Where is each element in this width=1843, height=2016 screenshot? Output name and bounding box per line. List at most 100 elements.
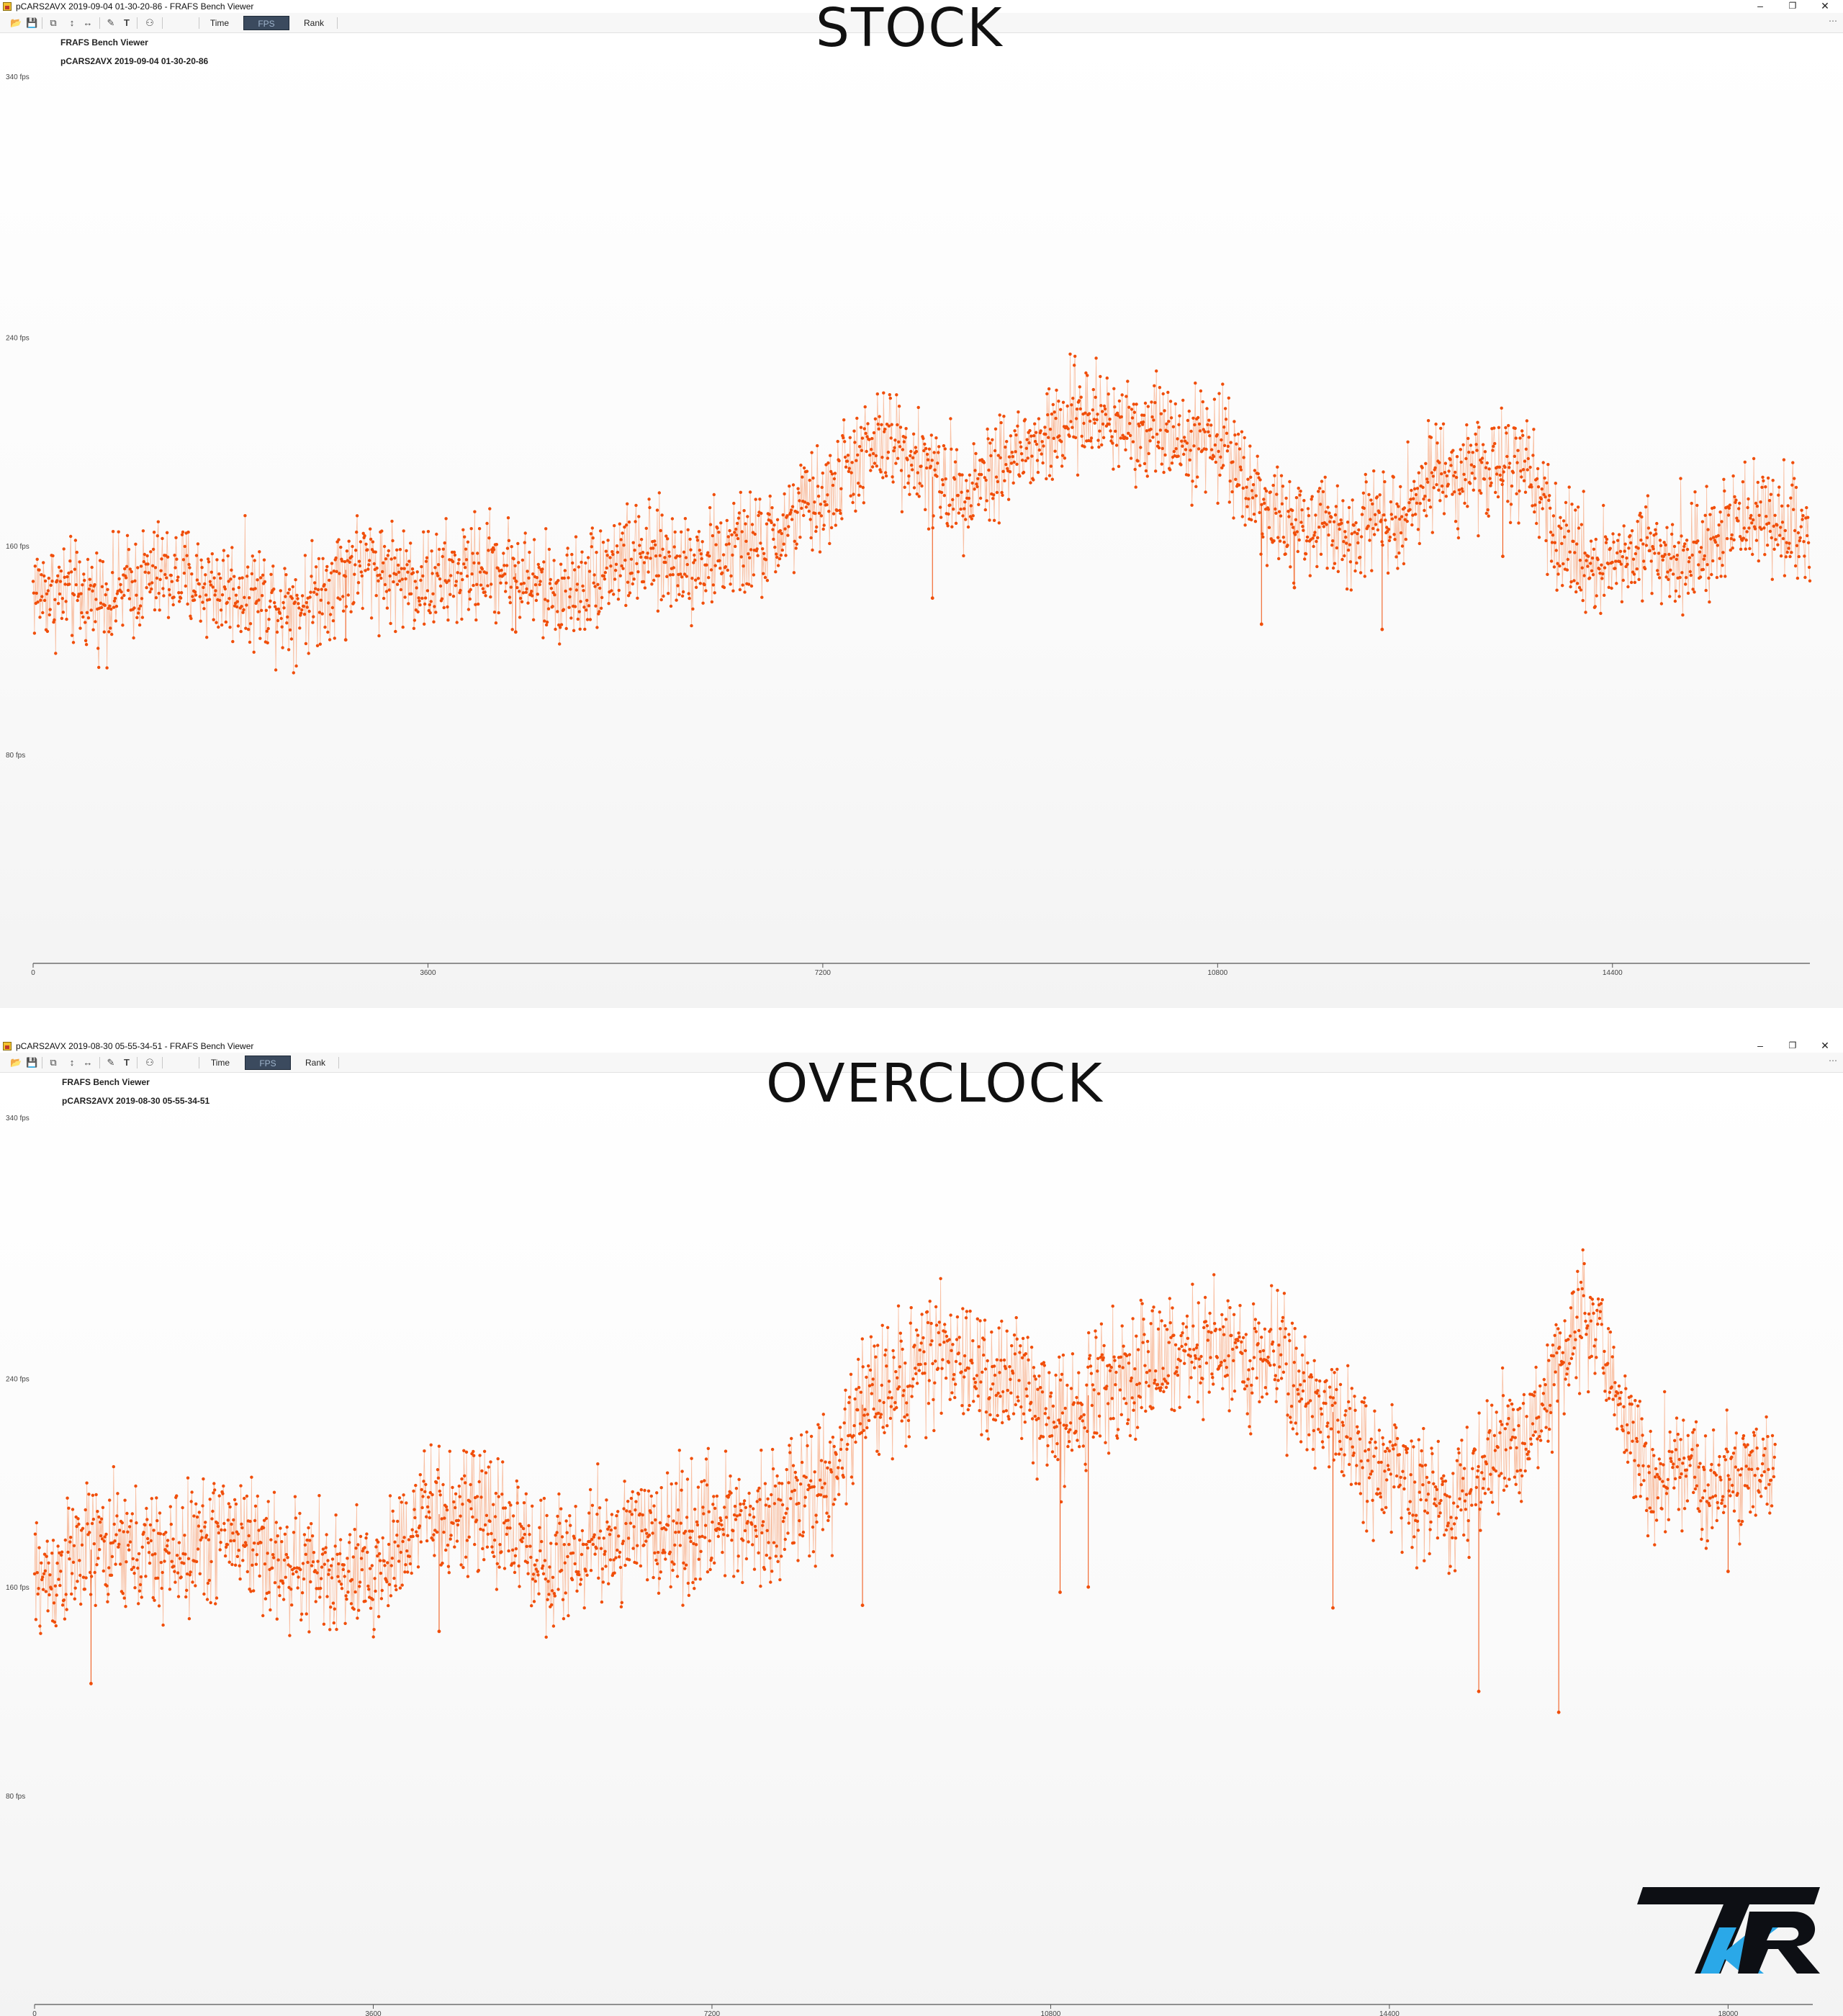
tools-icon[interactable]: ✎ [107,17,115,28]
data-point [1099,374,1102,379]
data-point [314,1600,317,1603]
data-point [696,1485,700,1489]
data-point [1725,536,1729,541]
data-point [1310,495,1314,498]
tools-icon[interactable]: ✎ [107,1057,115,1068]
data-point [1580,523,1583,526]
minimize-button[interactable]: – [1757,1040,1763,1051]
data-point [525,587,528,591]
title-bar[interactable]: pCARS2AVX 2019-09-04 01-30-20-86 - FRAFS… [0,0,1843,13]
data-point [923,1372,927,1375]
title-bar[interactable]: pCARS2AVX 2019-08-30 05-55-34-51 - FRAFS… [0,1040,1843,1053]
data-point [1522,1392,1526,1397]
data-point [550,1589,554,1593]
data-point [1180,1344,1184,1349]
data-point [635,562,639,565]
data-point [1518,436,1522,440]
data-point [1029,1346,1034,1349]
data-point [918,1348,922,1352]
data-point [593,1552,597,1556]
data-point [683,517,688,521]
text-icon[interactable]: T [124,17,130,28]
data-point [1042,444,1045,448]
data-point [770,521,773,524]
data-point [873,1344,876,1348]
tab-fps[interactable]: FPS [245,1056,291,1070]
minimize-button[interactable]: – [1757,0,1763,12]
data-point [638,544,641,547]
data-point [136,1566,140,1570]
data-point [352,1607,356,1611]
user-icon[interactable]: ⚇ [145,17,154,28]
tab-rank[interactable]: Rank [303,18,324,28]
tab-fps[interactable]: FPS [243,16,289,30]
data-point [1060,1372,1064,1376]
fit-width-icon[interactable]: ↔ [83,1057,93,1068]
data-point [598,610,601,613]
data-point [1707,576,1711,580]
save-icon[interactable]: 💾 [26,1057,38,1068]
data-point [1369,498,1373,502]
data-point [32,1572,37,1576]
data-point [814,1513,818,1517]
data-point [1562,519,1566,523]
text-icon[interactable]: T [124,1057,130,1068]
data-point [631,1490,634,1494]
data-point [944,1376,948,1380]
restore-button[interactable]: ❐ [1788,1,1797,11]
data-point [190,1490,194,1494]
data-point [1392,1485,1396,1489]
data-point [320,612,324,616]
close-button[interactable]: ✕ [1821,1040,1829,1051]
data-point [652,578,656,582]
data-point [610,1513,614,1516]
data-point [1132,1408,1135,1412]
fit-width-icon[interactable]: ↔ [83,17,93,28]
data-point [929,1343,932,1346]
fit-height-icon[interactable]: ↕ [69,1057,75,1068]
data-point [1074,417,1078,420]
data-point [655,1491,659,1495]
close-button[interactable]: ✕ [1821,0,1829,12]
data-point [113,596,117,600]
data-point [1422,1426,1425,1431]
data-point [1317,526,1321,529]
user-icon[interactable]: ⚇ [145,1057,154,1068]
toolbar-overflow-icon[interactable]: ⋯ [1829,1056,1837,1066]
data-point [1364,1404,1368,1408]
copy-icon[interactable]: ⧉ [50,17,57,28]
save-icon[interactable]: 💾 [26,17,38,28]
data-point [783,1537,788,1542]
data-point [1315,539,1318,544]
data-point [250,1475,253,1479]
data-point [1464,478,1467,482]
data-point [100,1537,104,1541]
data-point [673,1543,677,1547]
data-point [1691,588,1695,591]
data-point [393,1540,397,1544]
data-point [1364,1449,1367,1453]
data-point [1105,1385,1109,1388]
fit-height-icon[interactable]: ↕ [69,17,75,28]
data-point [479,1527,482,1531]
data-point [1281,1315,1285,1320]
data-point [1370,1470,1374,1473]
data-point [1699,546,1703,549]
restore-button[interactable]: ❐ [1788,1040,1797,1050]
data-point [81,615,85,619]
data-point [1745,530,1749,534]
data-point [972,442,975,446]
toolbar-overflow-icon[interactable]: ⋯ [1829,16,1837,26]
data-point [1413,513,1418,516]
open-folder-icon[interactable]: 📂 [10,1057,22,1068]
tab-rank[interactable]: Rank [305,1058,325,1068]
data-point [1194,1356,1198,1360]
open-folder-icon[interactable]: 📂 [10,17,22,28]
data-point [1061,400,1065,404]
data-point [1535,521,1538,526]
data-point [130,580,134,584]
copy-icon[interactable]: ⧉ [50,1057,57,1068]
tab-time[interactable]: Time [210,1058,230,1068]
tab-time[interactable]: Time [209,18,230,28]
data-point [1780,521,1785,524]
